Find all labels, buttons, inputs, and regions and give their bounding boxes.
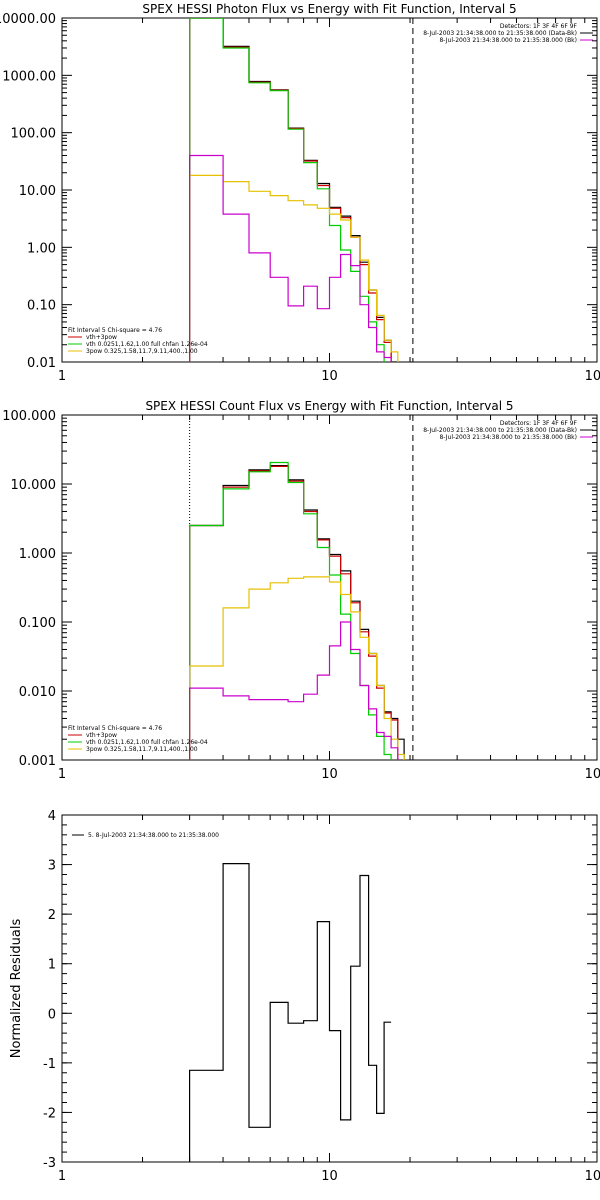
- y-tick-label: -2: [43, 1106, 56, 1121]
- y-tick-label: 0.001: [19, 754, 56, 769]
- series-line-1: [189, 465, 399, 760]
- x-tick-label: 1: [58, 767, 66, 782]
- fit-legend-text: vth+3pow: [86, 334, 117, 341]
- x-tick-label: 100: [585, 1169, 600, 1184]
- header-legend-text: Detectors: 1F 3F 4F 6F 9F: [500, 23, 578, 30]
- y-tick-label: 0.10: [27, 299, 56, 314]
- y-tick-label: 10000.00: [0, 12, 56, 27]
- series-group: [189, 461, 405, 760]
- x-tick-label: 1: [58, 369, 66, 384]
- fit-legend-text: Fit Interval 5 Chi-square = 4.76: [68, 327, 162, 334]
- series-line-2: [189, 461, 392, 760]
- y-tick-label: 0: [48, 1007, 56, 1022]
- y-tick-label: 1: [48, 958, 56, 973]
- series-group: [189, 18, 399, 362]
- y-tick-label: 10.000: [11, 478, 57, 493]
- x-tick-label: 100: [585, 369, 600, 384]
- y-tick-label: 1.00: [27, 241, 56, 256]
- fit-legend-text: 3pow 0.325,1.58,11.7,9.11,400.,1.00: [86, 746, 198, 753]
- series-line-4: [189, 154, 392, 362]
- fit-legend-text: vth 0.0251,1.62,1.00 full chfan 1.26e-04: [86, 739, 208, 746]
- count-flux-panel: SPEX HESSI Count Flux vs Energy with Fit…: [2, 399, 600, 782]
- x-tick-label: 10: [321, 1169, 338, 1184]
- residual-legend-text: 5. 8-Jul-2003 21:34:38.000 to 21:35:38.0…: [88, 832, 219, 839]
- header-legend-text: 8-Jul-2003 21:34:38.000 to 21:35:38.000 …: [423, 427, 577, 434]
- photon-flux-panel: SPEX HESSI Photon Flux vs Energy with Fi…: [0, 2, 600, 384]
- y-tick-label: 0.01: [27, 356, 56, 371]
- series-line-3: [189, 576, 405, 760]
- header-legend-text: Detectors: 1F 3F 4F 6F 9F: [500, 420, 578, 427]
- series-line-3: [189, 174, 399, 362]
- header-legend-text: 8-Jul-2003 21:34:38.000 to 21:35:38.000 …: [423, 30, 577, 37]
- y-tick-label: 0.010: [19, 685, 56, 700]
- header-legend-text: 8-Jul-2003 21:34:38.000 to 21:35:38.000 …: [439, 37, 577, 44]
- header-legend-text: 8-Jul-2003 21:34:38.000 to 21:35:38.000 …: [439, 434, 577, 441]
- fit-legend-text: 3pow 0.325,1.58,11.7,9.11,400.,1.00: [86, 348, 198, 355]
- plot-frame: [61, 414, 598, 761]
- fit-legend-text: Fit Interval 5 Chi-square = 4.76: [68, 725, 162, 732]
- y-tick-label: 3: [48, 859, 56, 874]
- y-tick-label: 2: [48, 908, 56, 923]
- series-line-0: [189, 863, 392, 1162]
- x-tick-label: 100: [585, 767, 600, 782]
- y-tick-label: 1.000: [19, 547, 56, 562]
- y-tick-label: -3: [43, 1156, 56, 1171]
- series-line-2: [189, 18, 385, 362]
- y-tick-label: 0.100: [19, 616, 56, 631]
- fit-legend-text: vth 0.0251,1.62,1.00 full chfan 1.26e-04: [86, 341, 208, 348]
- y-tick-label: 10.00: [19, 184, 56, 199]
- y-tick-label: 4: [48, 809, 56, 824]
- series-group: [189, 863, 392, 1162]
- y-tick-label: 100.00: [11, 127, 57, 142]
- chart-title: SPEX HESSI Count Flux vs Energy with Fit…: [145, 399, 513, 413]
- x-tick-label: 10: [321, 369, 338, 384]
- y-tick-label: 100.000: [2, 409, 56, 424]
- x-tick-label: 1: [58, 1169, 66, 1184]
- fit-legend-text: vth+3pow: [86, 732, 117, 739]
- series-line-4: [189, 621, 399, 760]
- y-axis-label: Normalized Residuals: [9, 919, 24, 1059]
- y-tick-label: 1000.00: [2, 69, 56, 84]
- x-tick-label: 10: [321, 767, 338, 782]
- chart-title: SPEX HESSI Photon Flux vs Energy with Fi…: [142, 2, 516, 16]
- y-tick-label: -1: [43, 1057, 56, 1072]
